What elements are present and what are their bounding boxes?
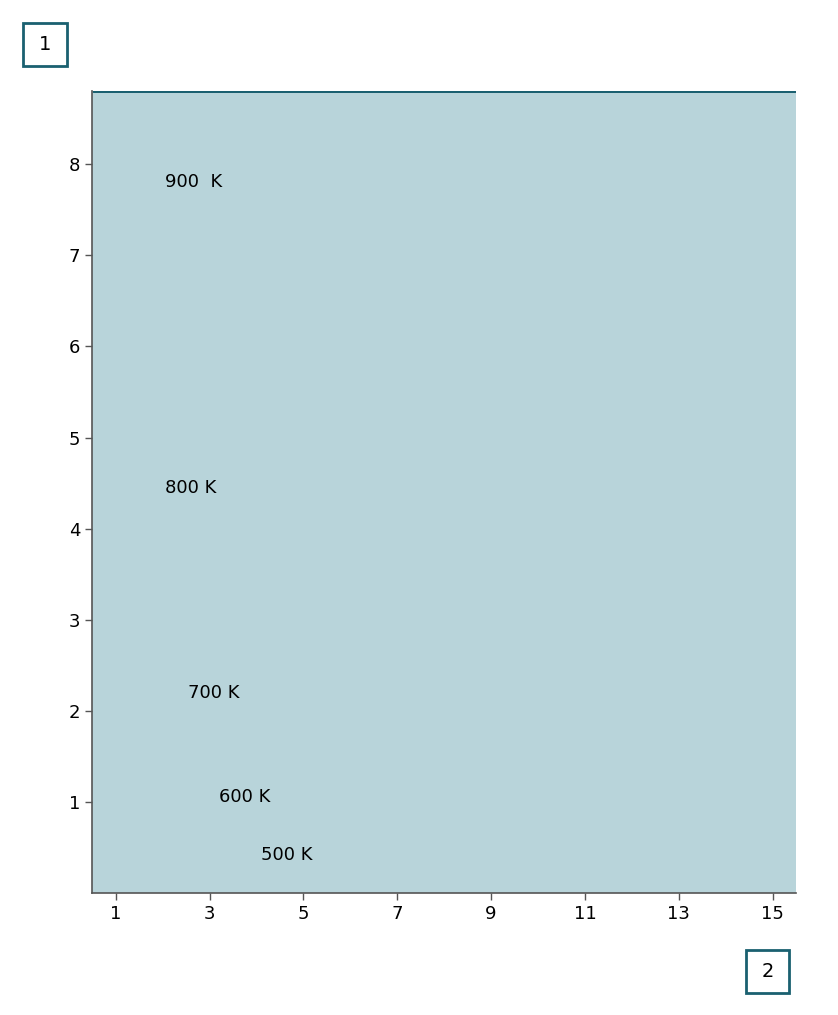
Text: 1: 1 [39,36,51,54]
Text: 600 K: 600 K [219,789,271,806]
Text: 700 K: 700 K [189,684,240,701]
Text: 500 K: 500 K [261,845,313,864]
Text: 2: 2 [762,962,773,980]
Text: 800 K: 800 K [165,479,216,496]
Text: 900  K: 900 K [165,174,222,192]
